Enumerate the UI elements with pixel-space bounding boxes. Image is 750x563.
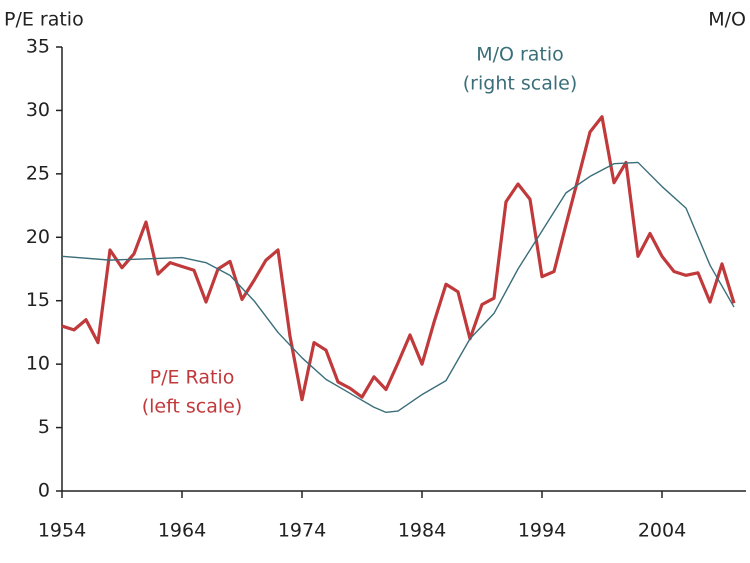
y2-axis-label: M/O [708, 9, 746, 31]
annotation: M/O ratio [476, 44, 564, 66]
series-line [61, 115, 736, 402]
series-line [61, 161, 735, 414]
y-tick-label: 20 [26, 226, 50, 248]
x-tick-label: 1954 [38, 520, 86, 542]
annotation: (right scale) [463, 73, 577, 95]
y-tick-label: 10 [26, 353, 50, 375]
x-tick-label: 2004 [638, 520, 686, 542]
annotation: (left scale) [142, 396, 243, 418]
x-tick-label: 1974 [278, 520, 326, 542]
y-tick-label: 15 [26, 289, 50, 311]
y-axis-label: P/E ratio [4, 9, 84, 31]
annotation: P/E Ratio [150, 367, 235, 389]
y-tick-label: 30 [26, 99, 50, 121]
x-tick-label: 1984 [398, 520, 446, 542]
y-tick-label: 5 [38, 416, 50, 438]
x-tick-label: 1964 [158, 520, 206, 542]
y-tick-label: 25 [26, 162, 50, 184]
x-tick-label: 1994 [518, 520, 566, 542]
y-tick-label: 0 [38, 480, 50, 502]
y-tick-label: 35 [26, 36, 50, 58]
